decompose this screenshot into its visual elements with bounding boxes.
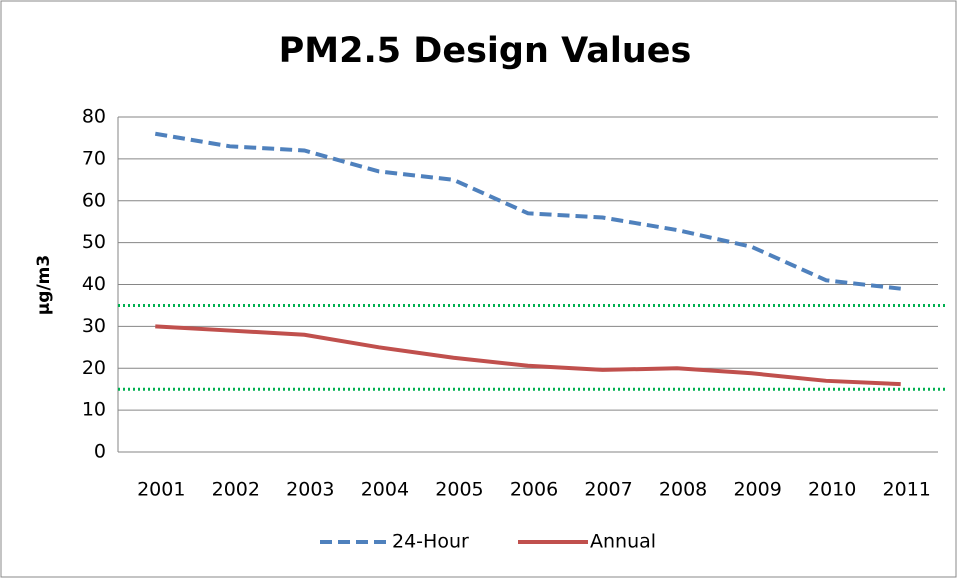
- legend-label: Annual: [590, 531, 656, 553]
- x-tick-label: 2006: [510, 479, 558, 501]
- x-tick-label: 2001: [137, 479, 185, 501]
- x-tick-label: 2008: [659, 479, 707, 501]
- y-tick-label: 20: [82, 357, 106, 379]
- x-tick-label: 2011: [883, 479, 931, 501]
- y-tick-label: 50: [82, 231, 106, 253]
- y-tick-label: 10: [82, 399, 106, 421]
- legend-label: 24-Hour: [392, 531, 469, 553]
- x-tick-label: 2002: [212, 479, 260, 501]
- y-tick-label: 60: [82, 189, 106, 211]
- series-line: [155, 324, 901, 387]
- x-tick-label: 2005: [435, 479, 483, 501]
- x-tick-label: 2007: [584, 479, 632, 501]
- x-tick-label: 2004: [361, 479, 409, 501]
- y-tick-label: 40: [82, 273, 106, 295]
- x-tick-label: 2010: [808, 479, 856, 501]
- y-tick-label: 0: [94, 441, 106, 463]
- y-tick-label: 70: [82, 147, 106, 169]
- y-tick-label: 30: [82, 315, 106, 337]
- y-axis-label: µg/m3: [34, 255, 54, 315]
- y-tick-label: 80: [82, 106, 106, 128]
- x-tick-label: 2003: [286, 479, 334, 501]
- series-line: [154, 131, 901, 291]
- x-tick-label: 2009: [733, 479, 781, 501]
- chart-title: PM2.5 Design Values: [279, 31, 692, 71]
